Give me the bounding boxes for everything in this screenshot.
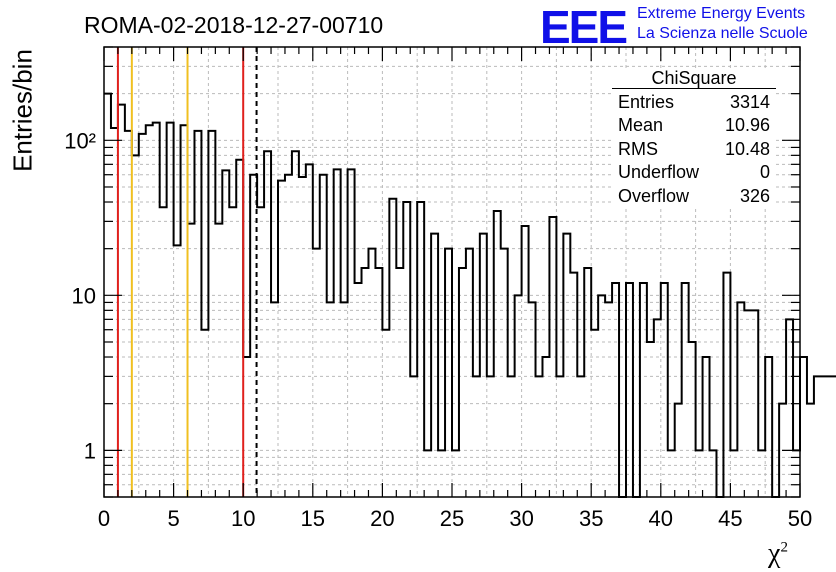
x-tick-label: 5 [167,506,179,531]
eee-logo: EEE [540,1,628,53]
stats-value: 3314 [729,92,770,112]
stats-title: ChiSquare [612,68,776,89]
logo-caption-line2: La Scienza nelle Scuole [637,25,808,42]
histogram-line [104,92,836,498]
stats-row-entries: Entries 3314 [612,91,776,114]
stats-label: Entries [618,92,675,112]
stats-row-rms: RMS 10.48 [612,138,776,161]
x-tick-label: 40 [649,506,673,531]
y-tick-label: 10² [64,128,96,153]
x-tick-label: 0 [98,506,110,531]
stats-value: 10.48 [724,138,770,159]
y-tick-label: 10 [72,283,96,308]
x-tick-label: 20 [370,506,394,531]
x-tick-label: 35 [579,506,603,531]
x-tick-label: 25 [440,506,464,531]
x-tick-label: 10 [231,506,255,531]
stats-value: 0 [759,162,770,183]
x-tick-label: 50 [788,506,812,531]
stats-value: 326 [739,185,770,206]
stats-label: Mean [618,115,664,136]
x-axis-label: χ2 [768,538,788,569]
y-axis-label: Entries/bin [7,49,38,172]
stats-box: ChiSquare Entries 3314 Mean 10.96 RMS 10… [612,68,776,209]
stats-label: Overflow [618,185,690,206]
chart-title: ROMA-02-2018-12-27-00710 [84,12,384,38]
logo-caption: Extreme Energy Events La Scienza nelle S… [637,4,808,44]
y-tick-label: 1 [84,438,96,463]
stats-value: 10.96 [724,115,770,136]
stats-label: RMS [618,138,658,159]
x-tick-label: 15 [301,506,325,531]
stats-row-mean: Mean 10.96 [612,114,776,137]
stats-row-overflow: Overflow 326 [612,185,776,208]
x-tick-label: 45 [718,506,742,531]
x-tick-label: 30 [509,506,533,531]
stats-label: Underflow [618,162,700,183]
stats-row-underflow: Underflow 0 [612,161,776,184]
logo-caption-line1: Extreme Energy Events [637,5,806,22]
